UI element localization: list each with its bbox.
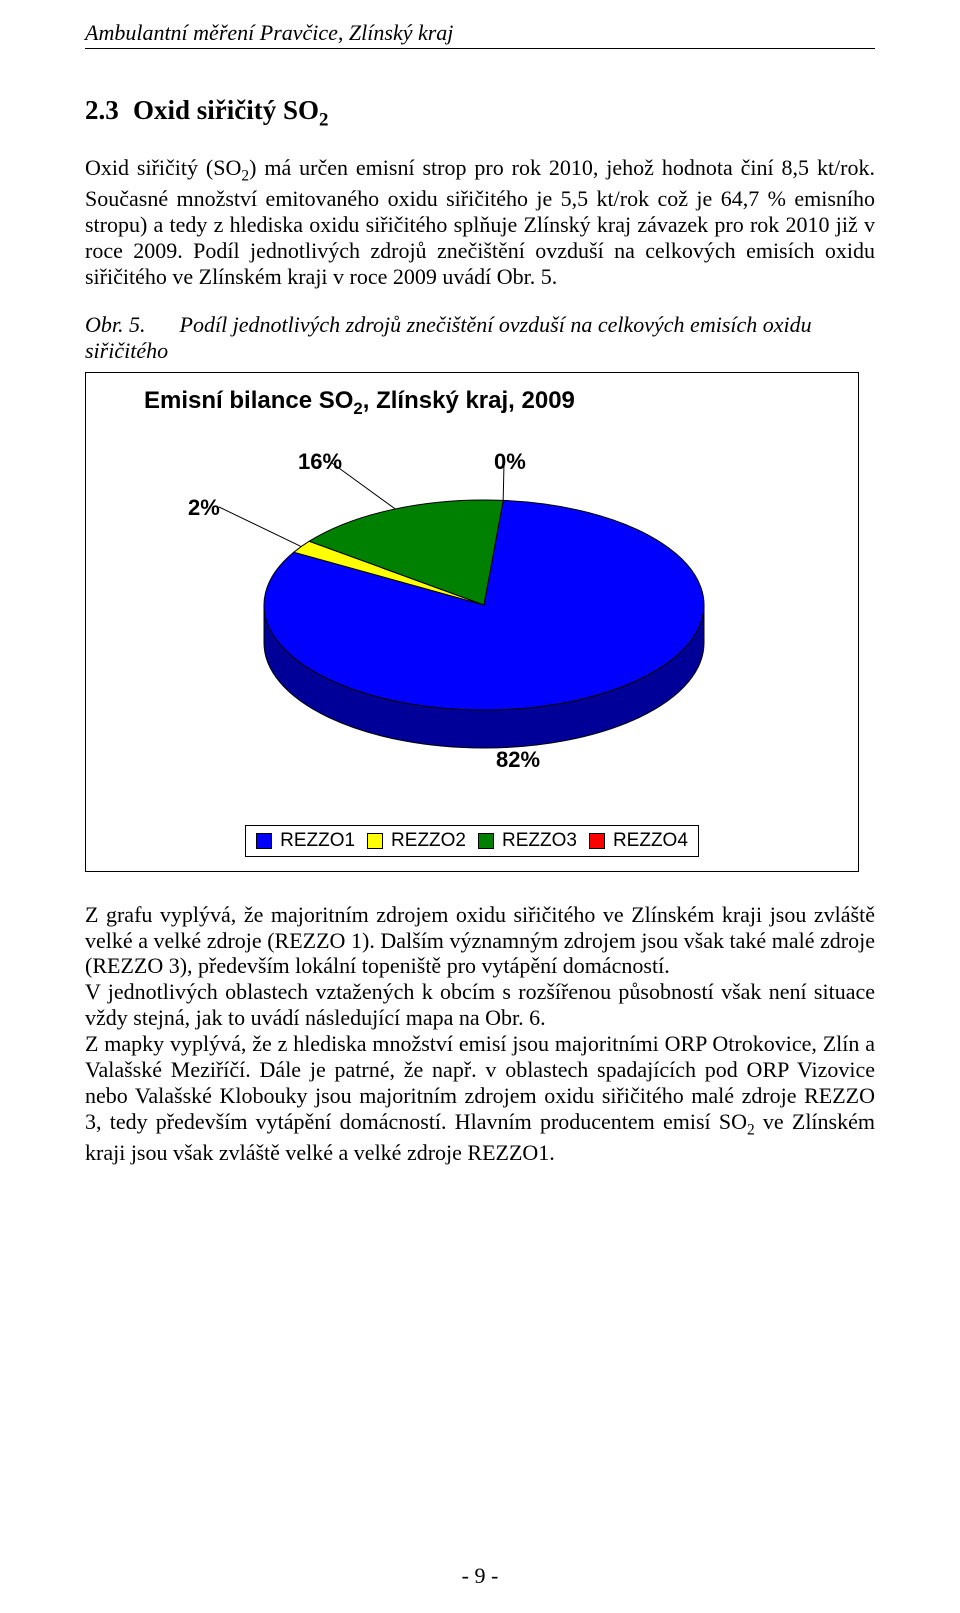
pct-label-rezzo3: 16% — [298, 449, 342, 475]
section-title-text: Oxid siřičitý SO2 — [133, 95, 328, 125]
legend-label-rezzo1: REZZO1 — [280, 830, 355, 852]
figure-caption-text: Podíl jednotlivých zdrojů znečištění ovz… — [85, 312, 812, 363]
chart-title: Emisní bilance SO2, Zlínský kraj, 2009 — [144, 387, 840, 419]
legend-swatch-rezzo3 — [478, 833, 494, 849]
paragraph-1: Oxid siřičitý (SO2) má určen emisní stro… — [85, 155, 875, 289]
legend-swatch-rezzo4 — [589, 833, 605, 849]
pie-svg — [104, 437, 840, 797]
pct-label-rezzo1: 82% — [496, 747, 540, 773]
pct-label-rezzo2: 2% — [188, 495, 220, 521]
legend-label-rezzo4: REZZO4 — [613, 830, 688, 852]
header-rule — [85, 48, 875, 49]
paragraph-3: V jednotlivých oblastech vztažených k ob… — [85, 979, 875, 1031]
section-heading: 2.3Oxid siřičitý SO2 — [85, 95, 875, 131]
chart-plot-area: 16% 0% 2% 82% — [104, 437, 840, 797]
legend-swatch-rezzo2 — [367, 833, 383, 849]
legend-label-rezzo3: REZZO3 — [502, 830, 577, 852]
section-number: 2.3 — [85, 95, 133, 126]
paragraph-2: Z grafu vyplývá, že majoritním zdrojem o… — [85, 902, 875, 980]
pct-label-rezzo4: 0% — [494, 449, 526, 475]
figure-caption: Obr. 5.Podíl jednotlivých zdrojů znečišt… — [85, 312, 875, 364]
paragraph-4: Z mapky vyplývá, že z hlediska množství … — [85, 1031, 875, 1165]
legend-swatch-rezzo1 — [256, 833, 272, 849]
figure-label: Obr. 5. — [85, 312, 146, 337]
page-footer: - 9 - — [0, 1563, 960, 1589]
pie-chart: Emisní bilance SO2, Zlínský kraj, 2009 1… — [85, 372, 859, 872]
legend-label-rezzo2: REZZO2 — [391, 830, 466, 852]
chart-legend: REZZO1 REZZO2 REZZO3 REZZO4 — [245, 825, 699, 857]
running-header: Ambulantní měření Pravčice, Zlínský kraj — [85, 20, 875, 46]
